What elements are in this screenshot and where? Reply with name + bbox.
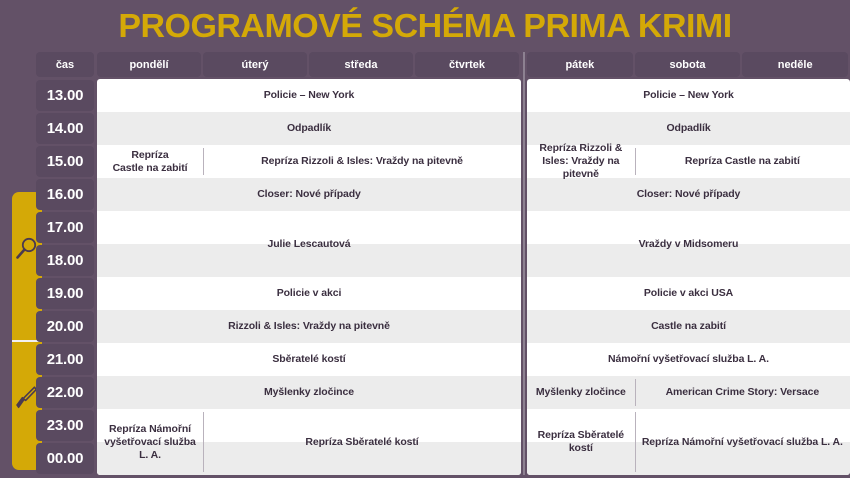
program-cell[interactable]: Policie v akci USA — [643, 287, 734, 299]
program-cell[interactable]: Repríza Sběratelé kostí — [305, 435, 419, 448]
cell-divider — [203, 148, 204, 175]
column-header-streda[interactable]: středa — [309, 52, 413, 77]
column-header-patek[interactable]: pátek — [527, 52, 633, 77]
side-rail-divider — [12, 340, 42, 342]
program-cell[interactable]: Policie – New York — [263, 89, 355, 101]
program-cell[interactable]: Closer: Nové případy — [257, 188, 361, 200]
row-stripe — [97, 310, 521, 343]
column-header-nedele[interactable]: neděle — [742, 52, 848, 77]
program-cell[interactable]: Námořní vyšetřovací služba L. A. — [608, 353, 769, 365]
program-cell[interactable]: Repríza Námořní vyšetřovací služba L. A. — [641, 435, 843, 448]
knife-icon — [14, 383, 40, 413]
weekday-panel — [97, 79, 521, 475]
program-cell[interactable]: Rizzoli & Isles: Vraždy na pitevně — [228, 320, 390, 332]
program-cell[interactable]: American Crime Story: Versace — [665, 386, 820, 398]
program-cell[interactable]: Repríza Námořní vyšetřovací služba L. A. — [104, 422, 196, 461]
program-cell[interactable]: Sběratelé kostí — [272, 353, 346, 365]
time-cell: 21.00 — [36, 344, 94, 375]
program-cell[interactable]: Closer: Nové případy — [636, 188, 741, 200]
row-stripe — [97, 112, 521, 145]
time-cell: 16.00 — [36, 179, 94, 210]
magnifier-icon — [14, 235, 40, 265]
program-cell[interactable]: Policie v akci — [276, 287, 342, 299]
time-cell: 23.00 — [36, 410, 94, 441]
cell-divider — [634, 412, 636, 472]
program-cell[interactable]: Policie – New York — [643, 89, 734, 101]
program-cell[interactable]: Vraždy v Midsomeru — [638, 237, 739, 250]
column-header-cas[interactable]: čas — [36, 52, 94, 77]
row-stripe — [527, 178, 850, 211]
program-cell[interactable]: Myšlenky zločince — [264, 386, 354, 398]
row-stripe — [97, 442, 521, 475]
column-header-utery[interactable]: úterý — [203, 52, 307, 77]
weekend-panel — [527, 79, 850, 475]
time-cell: 19.00 — [36, 278, 94, 309]
program-cell[interactable]: Repríza Castle na zabití — [684, 155, 800, 167]
column-header-ctvrtek[interactable]: čtvrtek — [415, 52, 519, 77]
program-cell[interactable]: Odpadlík — [286, 122, 332, 134]
row-stripe — [527, 442, 850, 475]
row-stripe — [527, 112, 850, 145]
time-cell: 20.00 — [36, 311, 94, 342]
row-stripe — [97, 244, 521, 277]
time-cell: 14.00 — [36, 113, 94, 144]
time-cell: 15.00 — [36, 146, 94, 177]
time-cell: 18.00 — [36, 245, 94, 276]
program-cell[interactable]: Repríza Sběratelé kostí — [537, 429, 625, 454]
row-stripe — [527, 376, 850, 409]
program-cell[interactable]: Myšlenky zločince — [535, 386, 626, 398]
row-stripe — [97, 178, 521, 211]
program-cell[interactable]: Odpadlík — [666, 122, 711, 134]
program-cell[interactable]: Repríza Castle na zabití — [112, 148, 188, 174]
column-header-sobota[interactable]: sobota — [634, 52, 741, 77]
program-cell[interactable]: Repríza Rizzoli & Isles: Vraždy na pitev… — [539, 142, 623, 180]
row-stripe — [527, 244, 850, 277]
row-stripe — [527, 310, 850, 343]
column-header-pondeli[interactable]: pondělí — [97, 52, 201, 77]
page-title: PROGRAMOVÉ SCHÉMA PRIMA KRIMI — [118, 7, 732, 44]
cell-divider — [634, 148, 636, 175]
program-cell[interactable]: Castle na zabití — [651, 320, 726, 332]
time-cell: 13.00 — [36, 80, 94, 111]
program-cell[interactable]: Julie Lescautová — [267, 237, 351, 250]
row-stripe — [97, 376, 521, 409]
cell-divider — [634, 379, 636, 406]
block-divider — [523, 52, 525, 475]
cell-divider — [203, 412, 204, 472]
time-cell: 22.00 — [36, 377, 94, 408]
program-cell[interactable]: Repríza Rizzoli & Isles: Vraždy na pitev… — [261, 155, 463, 167]
time-cell: 00.00 — [36, 443, 94, 474]
time-cell: 17.00 — [36, 212, 94, 243]
